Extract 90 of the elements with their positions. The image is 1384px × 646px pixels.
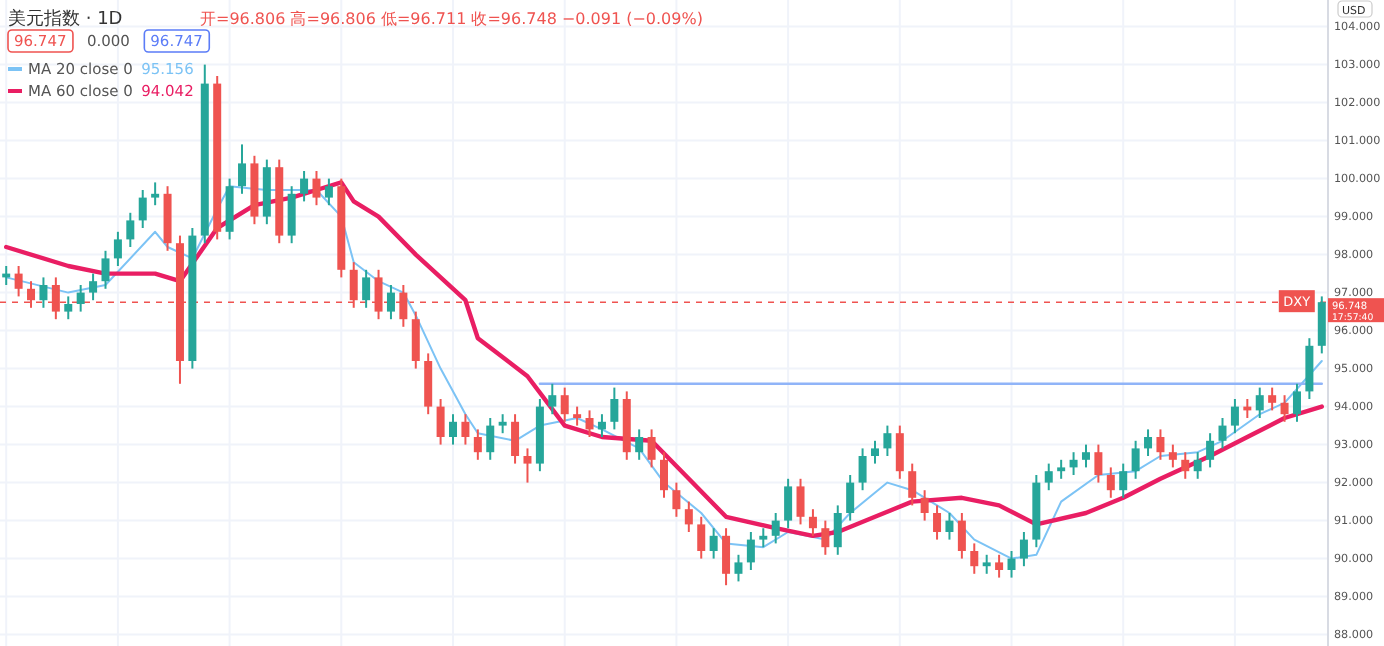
- candlestick: [39, 276, 48, 309]
- candlestick: [523, 447, 532, 484]
- candlestick: [560, 386, 569, 423]
- candlestick: [635, 428, 644, 461]
- candlestick: [1206, 432, 1215, 469]
- candlestick: [436, 398, 445, 446]
- candlestick: [498, 413, 507, 435]
- candlestick: [76, 284, 85, 313]
- candlestick: [573, 405, 582, 427]
- candlestick: [89, 272, 98, 302]
- candlestick: [647, 428, 656, 469]
- candlestick: [1317, 295, 1326, 355]
- candlestick: [821, 519, 830, 556]
- text: 开=96.806 高=96.806 低=96.711 收=96.748 −0.091 (−0.09%): [200, 10, 703, 28]
- candlestick: [386, 284, 395, 321]
- candlestick: [833, 504, 842, 556]
- candlestick: [1057, 458, 1066, 480]
- candlestick: [1280, 394, 1289, 423]
- candlestick: [796, 477, 805, 526]
- candlestick: [1119, 462, 1128, 499]
- candlestick: [610, 386, 619, 431]
- candlestick: [957, 512, 966, 560]
- candlestick: [970, 542, 979, 575]
- candlestick: [846, 474, 855, 522]
- candlestick: [933, 504, 942, 541]
- candlestick: [151, 181, 160, 207]
- candlestick: [238, 143, 247, 195]
- candlestick: [870, 439, 879, 465]
- candlestick: [411, 310, 420, 370]
- candlestick: [1007, 550, 1016, 579]
- candlestick: [1268, 386, 1277, 412]
- candlestick: [1181, 451, 1190, 480]
- candlestick: [1144, 428, 1153, 457]
- candlestick: [126, 211, 135, 248]
- candlestick: [1106, 466, 1115, 499]
- candlestick: [808, 508, 817, 537]
- candlestick: [1131, 439, 1140, 480]
- candlestick: [709, 527, 718, 560]
- candlestick: [1230, 398, 1239, 435]
- candlestick: [300, 170, 309, 203]
- candlestick: [511, 413, 520, 465]
- candlestick: [597, 413, 606, 438]
- text: 美元指数 · 1D: [8, 8, 123, 30]
- candlestick: [64, 295, 73, 321]
- candlestick: [312, 170, 321, 207]
- candlestick: [734, 553, 743, 583]
- candlestick: [548, 382, 557, 416]
- candlestick: [14, 265, 23, 298]
- candlestick: [908, 462, 917, 507]
- candlestick: [585, 409, 594, 438]
- candlestick: [858, 447, 867, 492]
- candlestick: [473, 428, 482, 461]
- candlestick: [1255, 386, 1264, 419]
- candlestick: [1156, 428, 1165, 461]
- candlestick: [486, 417, 495, 461]
- candlestick: [982, 553, 991, 575]
- candlestick: [684, 500, 693, 533]
- candlestick: [1305, 337, 1314, 400]
- candlestick: [672, 481, 681, 518]
- candlestick: [1218, 417, 1227, 450]
- candlestick: [1292, 382, 1301, 423]
- candlestick: [746, 531, 755, 571]
- candlestick: [1081, 443, 1090, 469]
- candlestick: [449, 413, 458, 446]
- candlestick: [362, 268, 371, 309]
- candlestick: [113, 230, 122, 267]
- candlestick: [1069, 451, 1078, 476]
- candlestick: [995, 553, 1004, 579]
- candlestick: [287, 185, 296, 245]
- candlestick: [461, 413, 470, 446]
- candlestick: [1094, 443, 1103, 484]
- candlestick: [771, 512, 780, 545]
- candlestick: [660, 451, 668, 499]
- candlestick: [138, 189, 147, 229]
- candlestick: [1168, 443, 1177, 469]
- candlestick: [945, 512, 954, 541]
- candlestick: [1193, 451, 1202, 480]
- candlestick: [895, 424, 904, 480]
- candlestick: [883, 424, 892, 457]
- candlestick: [1019, 531, 1028, 568]
- candlestick: [759, 527, 768, 549]
- candlestick: [722, 527, 731, 587]
- candlestick: [324, 177, 333, 207]
- candlestick: [784, 477, 793, 530]
- candlestick: [225, 177, 234, 241]
- candlestick: [424, 352, 433, 416]
- candlestick: [1044, 462, 1053, 492]
- candlestick: [697, 515, 706, 560]
- candlestick: [101, 249, 110, 290]
- candlestick: [920, 489, 929, 522]
